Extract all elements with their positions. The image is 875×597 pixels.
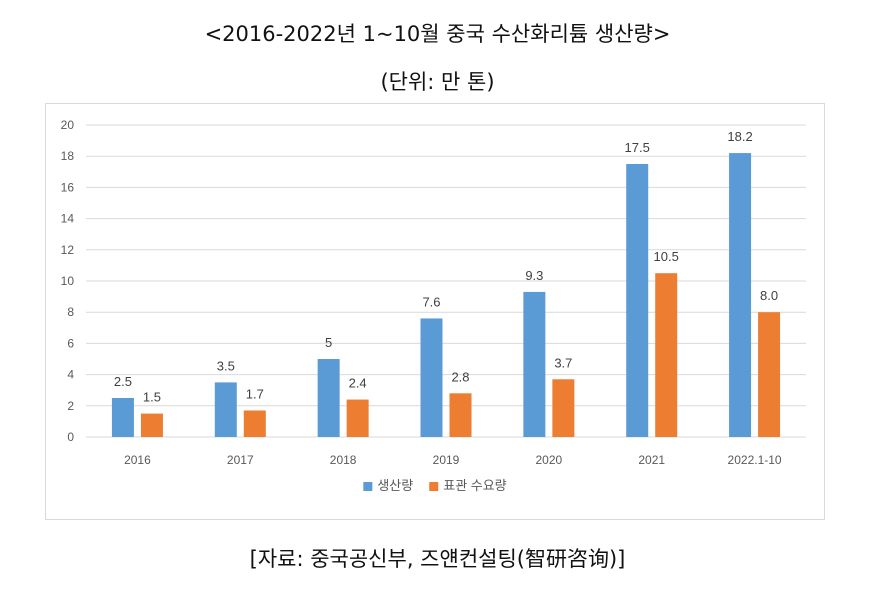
production-value-label: 9.3 [525, 268, 543, 283]
demand-bar [449, 393, 472, 437]
x-tick-label: 2022.1-10 [728, 453, 782, 467]
x-tick-label: 2021 [638, 453, 665, 467]
legend-swatch-demand [429, 482, 439, 491]
x-tick-label: 2019 [433, 453, 460, 467]
legend-label-production: 생산량 [377, 478, 413, 493]
bar-chart: 0 2 4 6 8 10 12 14 16 18 20 2.5 1.5 3.5 1.7 5 2.4 7.6 2.8… [61, 118, 806, 493]
y-tick-label: 20 [61, 118, 75, 132]
bars [111, 153, 781, 437]
demand-bar [346, 399, 369, 437]
legend-swatch-production [363, 482, 373, 491]
x-axis-ticks: 2016 2017 2018 2019 2020 2021 2022.1-10 [124, 453, 782, 467]
demand-value-label: 2.4 [349, 376, 367, 391]
production-bar [111, 398, 134, 437]
y-tick-label: 18 [61, 149, 75, 163]
production-bar [317, 359, 340, 437]
gridlines [86, 124, 806, 438]
demand-value-label: 8.0 [760, 288, 778, 303]
demand-value-label: 1.7 [246, 386, 264, 401]
chart-title: <2016-2022년 1~10월 중국 수산화리튬 생산량> [204, 22, 671, 46]
chart-subtitle: (단위: 만 톤) [380, 70, 495, 94]
demand-bar [243, 410, 266, 437]
production-bar [523, 291, 546, 437]
y-axis-ticks: 0 2 4 6 8 10 12 14 16 18 20 [61, 118, 75, 444]
production-value-label: 5 [325, 335, 332, 350]
y-tick-label: 10 [61, 274, 75, 288]
demand-value-label: 1.5 [143, 390, 161, 405]
y-tick-label: 14 [61, 212, 75, 226]
y-tick-label: 6 [67, 336, 74, 350]
y-tick-label: 16 [61, 180, 75, 194]
y-tick-label: 12 [61, 243, 75, 257]
production-value-label: 3.5 [217, 358, 235, 373]
data-labels: 2.5 1.5 3.5 1.7 5 2.4 7.6 2.8 9.3 3.7 17.5 10.5 18.2… [114, 129, 778, 405]
demand-value-label: 10.5 [654, 249, 679, 264]
production-value-label: 18.2 [727, 129, 752, 144]
x-tick-label: 2016 [124, 453, 151, 467]
y-tick-label: 8 [67, 305, 74, 319]
production-value-label: 7.6 [422, 294, 440, 309]
y-tick-label: 0 [67, 430, 74, 444]
production-bar [729, 153, 752, 437]
legend-label-demand: 표관 수요량 [443, 478, 506, 493]
production-value-label: 17.5 [625, 140, 650, 155]
x-tick-label: 2018 [330, 453, 357, 467]
demand-bar [552, 379, 575, 437]
source-note: [자료: 중국공신부, 즈얜컨설팅(智研咨询)] [249, 547, 626, 571]
demand-value-label: 3.7 [554, 355, 572, 370]
demand-bar [758, 312, 781, 437]
x-tick-label: 2020 [536, 453, 563, 467]
demand-bar [655, 273, 678, 437]
demand-value-label: 2.8 [451, 369, 469, 384]
legend: 생산량 표관 수요량 [363, 478, 507, 493]
production-bar [626, 164, 649, 437]
chart-area: 0 2 4 6 8 10 12 14 16 18 20 2.5 1.5 3.5 1.7 5 2.4 7.6 2.8… [45, 103, 825, 520]
production-bar [420, 318, 443, 437]
production-value-label: 2.5 [114, 374, 132, 389]
y-tick-label: 2 [67, 399, 74, 413]
production-bar [214, 382, 237, 437]
x-tick-label: 2017 [227, 453, 254, 467]
demand-bar [140, 413, 163, 437]
y-tick-label: 4 [67, 368, 74, 382]
